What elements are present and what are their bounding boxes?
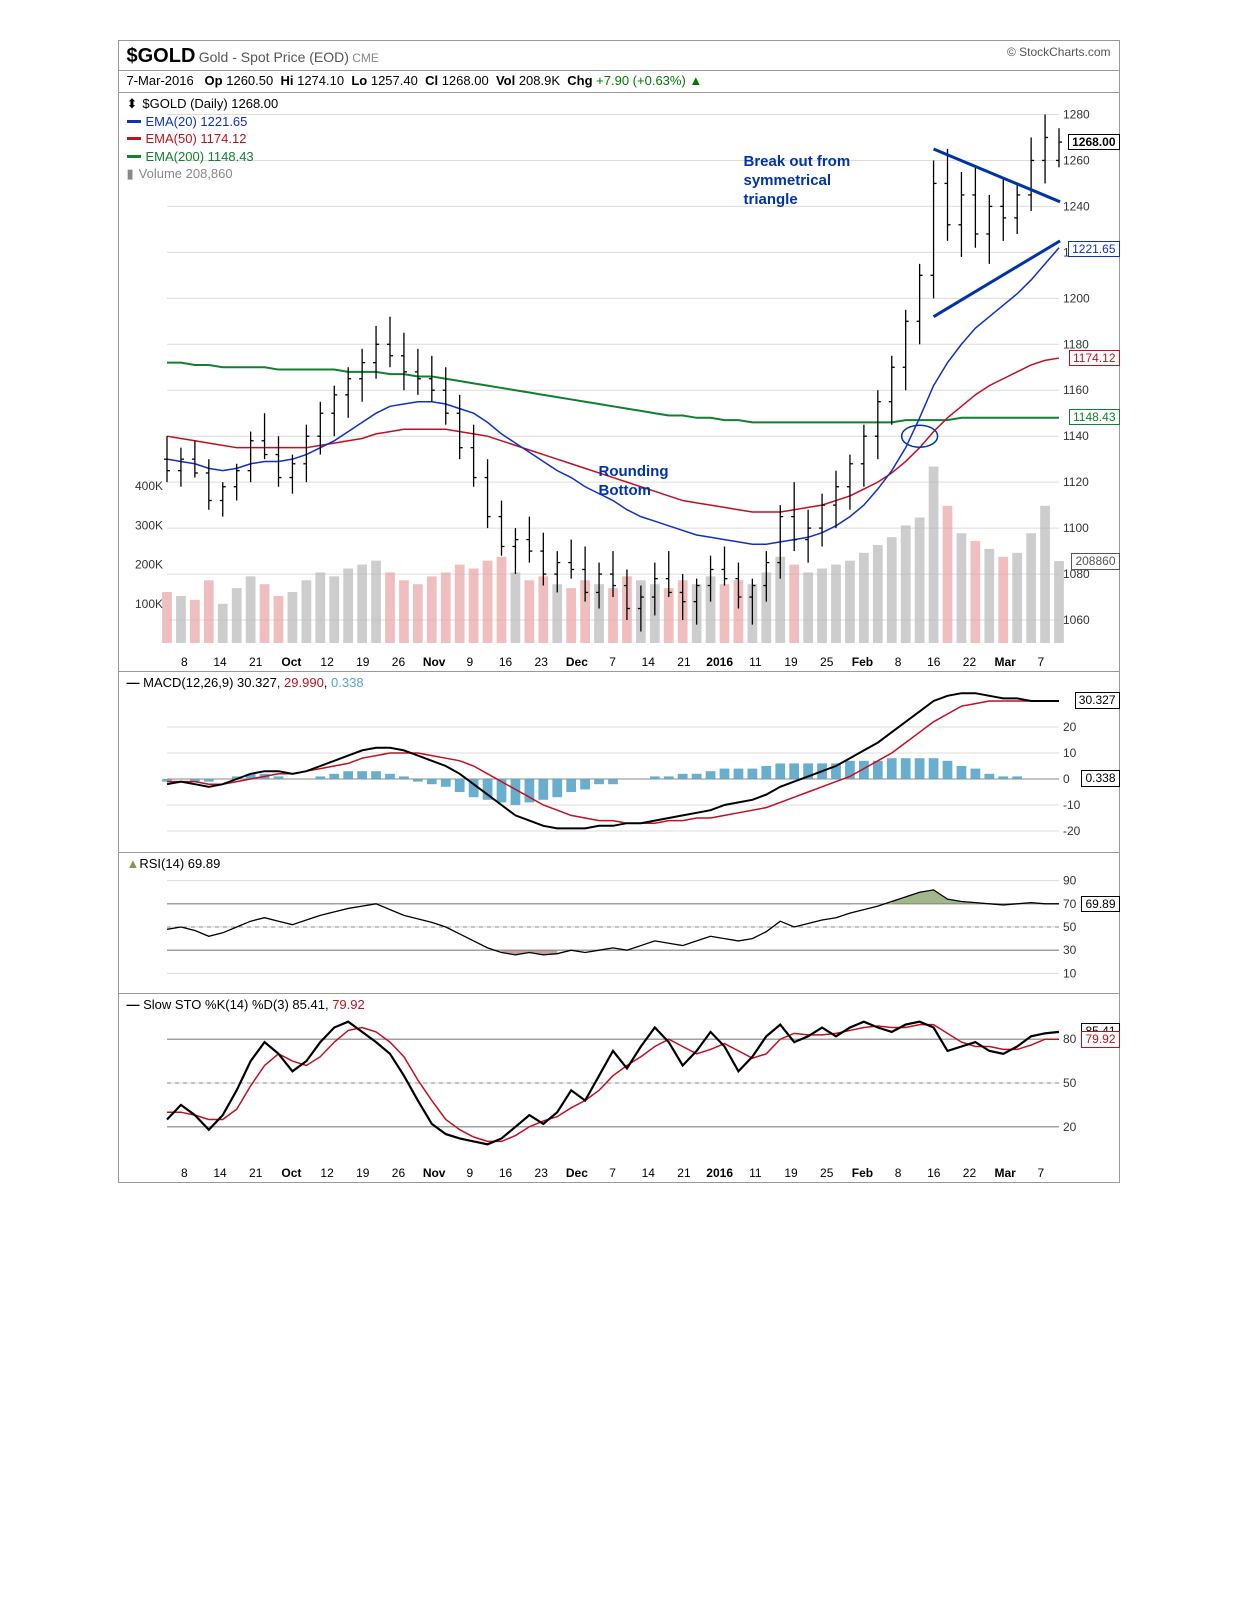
svg-text:20: 20: [1063, 720, 1077, 734]
symbol-desc: Gold - Spot Price (EOD): [199, 49, 349, 65]
svg-text:100K: 100K: [134, 597, 162, 611]
stoch-panel: 205080 — Slow STO %K(14) %D(3) 85.41, 79…: [119, 993, 1119, 1164]
date: 7-Mar-2016: [127, 73, 194, 88]
svg-text:1260: 1260: [1063, 153, 1090, 167]
rsi-panel: 1030507090 ▲RSI(14) 69.89 69.89: [119, 852, 1119, 993]
svg-text:0: 0: [1063, 772, 1070, 786]
svg-text:-10: -10: [1063, 798, 1081, 812]
svg-text:80: 80: [1063, 1032, 1077, 1046]
x-axis-bottom: 81421Oct121926Nov91623Dec714212016111925…: [167, 1164, 1059, 1182]
svg-text:10: 10: [1063, 966, 1077, 980]
svg-text:1240: 1240: [1063, 199, 1090, 213]
svg-text:-20: -20: [1063, 824, 1081, 838]
symbol: $GOLD: [127, 45, 196, 67]
svg-text:10: 10: [1063, 746, 1077, 760]
macd-panel: -20-1001020 — MACD(12,26,9) 30.327, 29.9…: [119, 671, 1119, 852]
svg-text:400K: 400K: [134, 479, 162, 493]
svg-text:90: 90: [1063, 874, 1077, 888]
svg-text:1120: 1120: [1063, 475, 1089, 489]
svg-text:1280: 1280: [1063, 107, 1090, 121]
attribution: © StockCharts.com: [1007, 45, 1111, 59]
svg-text:50: 50: [1063, 920, 1077, 934]
chart-header: $GOLD Gold - Spot Price (EOD) CME © Stoc…: [119, 41, 1119, 71]
svg-text:1100: 1100: [1063, 521, 1089, 535]
chart-subheader: 7-Mar-2016 Op 1260.50 Hi 1274.10 Lo 1257…: [119, 71, 1119, 92]
svg-text:1200: 1200: [1063, 291, 1090, 305]
svg-text:1060: 1060: [1063, 613, 1090, 627]
price-panel: 1060108011001120114011601180120012201240…: [119, 92, 1119, 653]
svg-text:30: 30: [1063, 943, 1077, 957]
svg-text:20: 20: [1063, 1120, 1077, 1134]
svg-text:50: 50: [1063, 1076, 1077, 1090]
stock-chart: $GOLD Gold - Spot Price (EOD) CME © Stoc…: [118, 40, 1120, 1183]
x-axis: 81421Oct121926Nov91623Dec714212016111925…: [167, 653, 1059, 671]
svg-text:200K: 200K: [134, 558, 162, 572]
svg-text:1160: 1160: [1063, 383, 1089, 397]
svg-text:1140: 1140: [1063, 429, 1089, 443]
svg-text:70: 70: [1063, 897, 1077, 911]
svg-text:300K: 300K: [134, 518, 162, 532]
data-source: CME: [352, 51, 379, 65]
